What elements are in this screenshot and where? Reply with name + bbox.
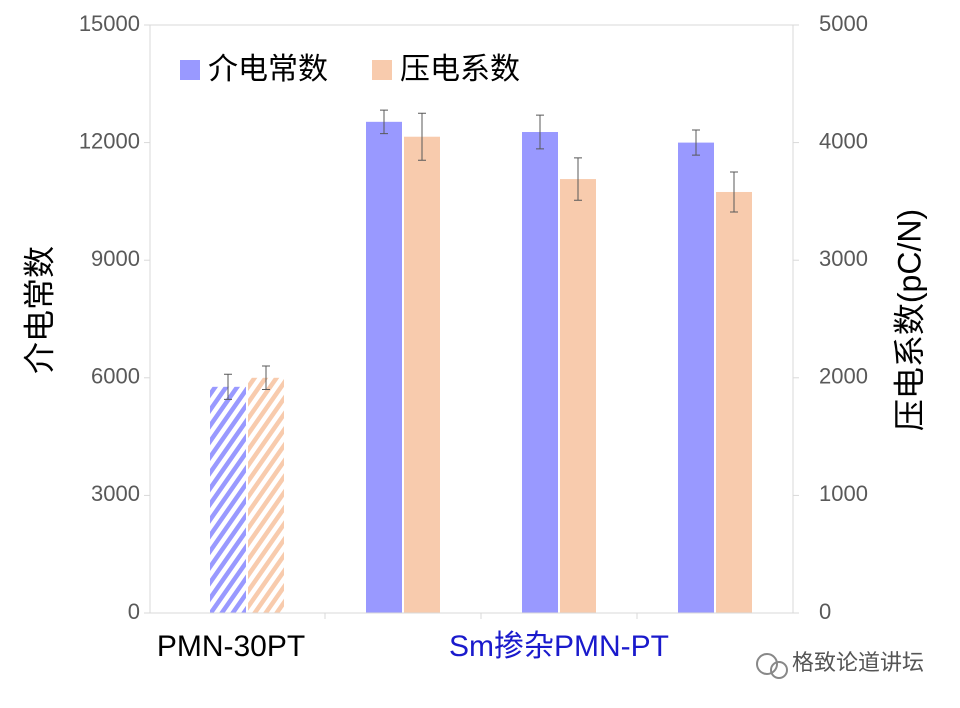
error-bar	[536, 114, 544, 150]
bar	[366, 121, 402, 613]
y-tick-label: 6000	[91, 364, 140, 389]
error-bar	[224, 373, 232, 400]
y-axis-title: 介电常数	[21, 246, 57, 374]
y-tick-label: 0	[128, 599, 140, 624]
legend-swatch	[180, 60, 200, 80]
y2-tick-label: 5000	[819, 11, 868, 36]
y-tick-label: 9000	[91, 246, 140, 271]
y2-tick-label: 0	[819, 599, 831, 624]
y-tick-label: 15000	[79, 11, 140, 36]
y2-tick-label: 4000	[819, 128, 868, 153]
y2-axis-title: 压电系数(pC/N)	[891, 209, 927, 431]
bar	[716, 191, 752, 613]
error-bar	[418, 112, 426, 161]
watermark-text: 格致论道讲坛	[792, 650, 924, 675]
legend-swatch	[372, 60, 392, 80]
bar	[678, 142, 714, 613]
bar	[248, 377, 284, 613]
bar	[560, 179, 596, 613]
y-tick-label: 3000	[91, 481, 140, 506]
error-bar	[730, 171, 738, 213]
legend-label: 压电系数	[400, 53, 520, 86]
bar	[404, 136, 440, 613]
legend-label: 介电常数	[208, 53, 328, 86]
error-bar	[380, 109, 388, 135]
y2-tick-label: 3000	[819, 246, 868, 271]
y-tick-label: 12000	[79, 128, 140, 153]
error-bar	[574, 157, 582, 201]
y2-tick-label: 2000	[819, 364, 868, 389]
category-group-label: PMN-30PT	[157, 630, 305, 663]
bar	[210, 386, 246, 613]
watermark: 格致论道讲坛	[756, 650, 924, 679]
y2-tick-label: 1000	[819, 481, 868, 506]
error-bar	[692, 129, 700, 156]
category-group-label: Sm掺杂PMN-PT	[449, 630, 669, 663]
error-bar	[262, 365, 270, 391]
bar	[522, 132, 558, 614]
